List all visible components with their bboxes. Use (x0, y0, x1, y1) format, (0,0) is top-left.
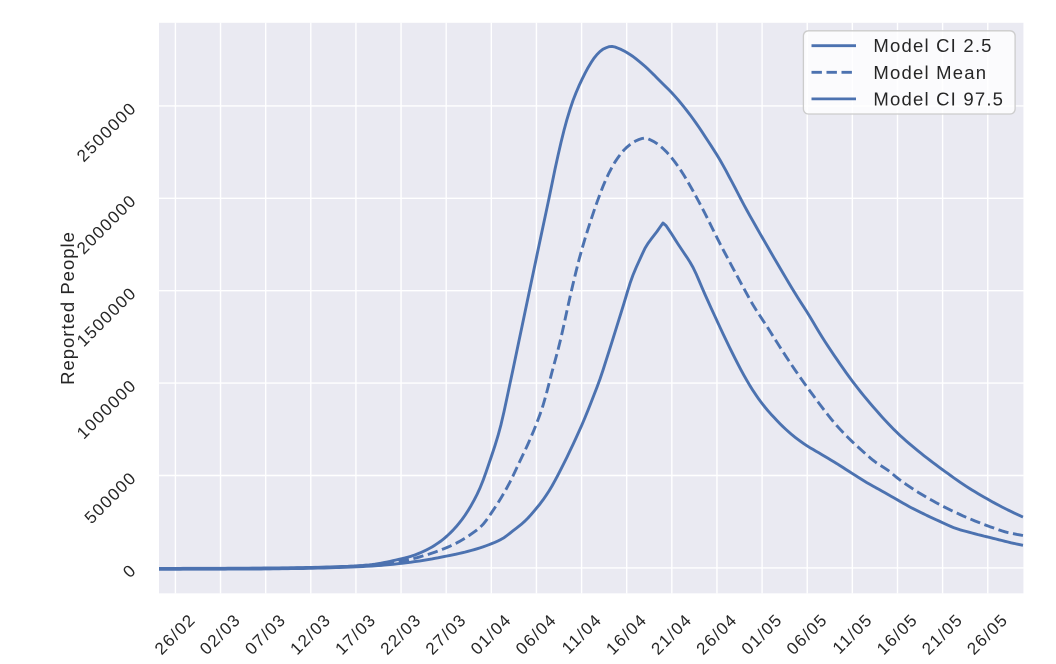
svg-text:Model CI 97.5: Model CI 97.5 (873, 88, 1004, 109)
svg-text:Model CI 2.5: Model CI 2.5 (873, 35, 992, 56)
svg-text:Model Mean: Model Mean (873, 62, 987, 83)
svg-text:Reported People: Reported People (57, 231, 78, 385)
